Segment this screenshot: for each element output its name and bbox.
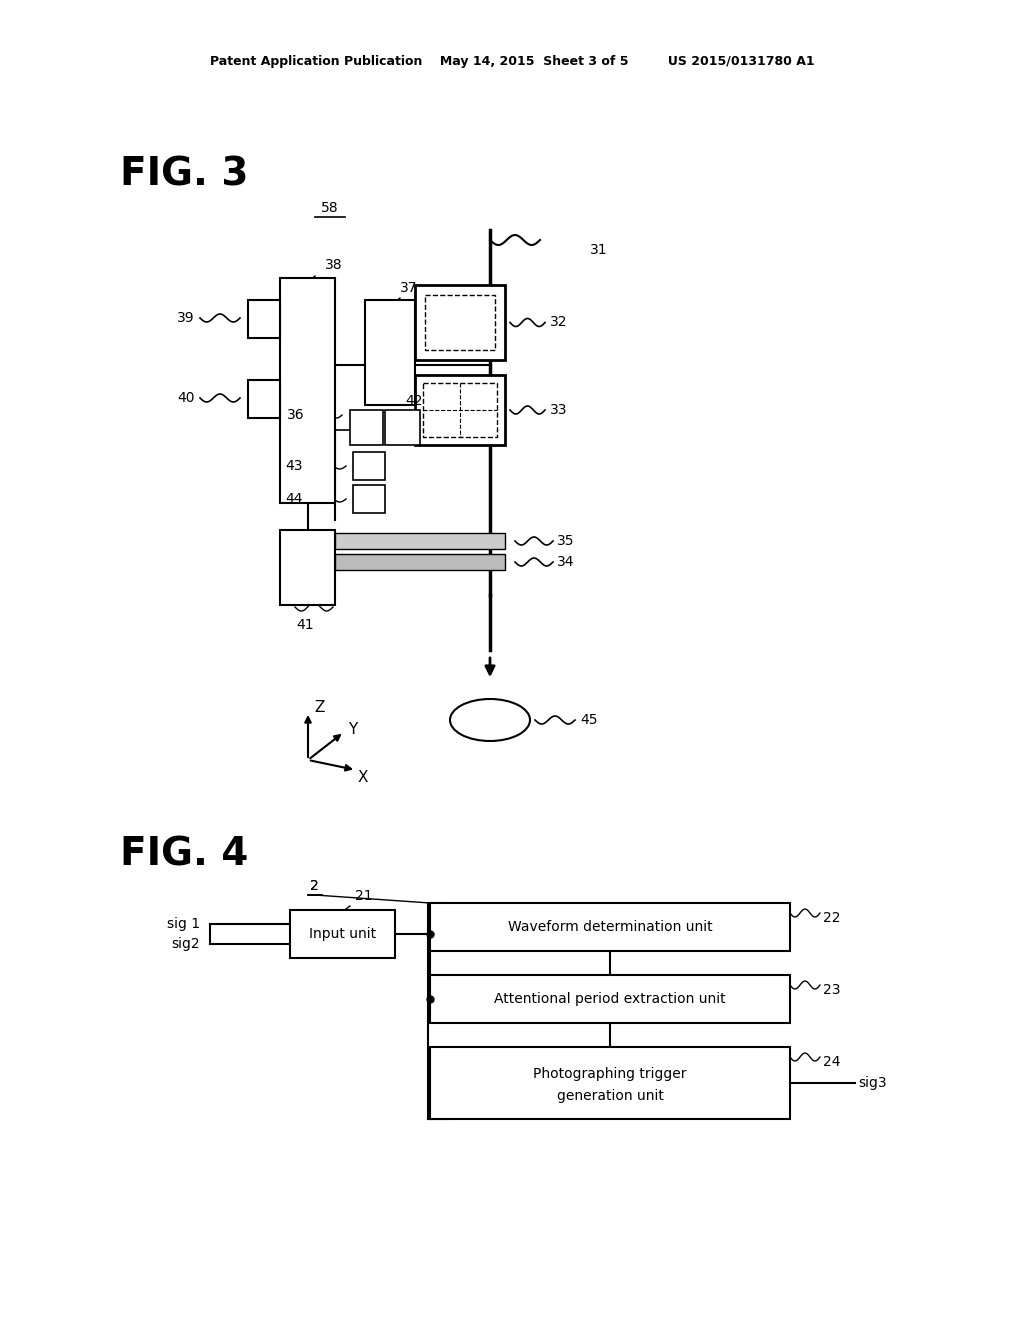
Text: 45: 45 xyxy=(580,713,597,727)
Text: Attentional period extraction unit: Attentional period extraction unit xyxy=(495,993,726,1006)
Text: 58: 58 xyxy=(322,201,339,215)
FancyBboxPatch shape xyxy=(353,484,385,513)
FancyBboxPatch shape xyxy=(353,451,385,480)
FancyBboxPatch shape xyxy=(248,300,280,338)
Ellipse shape xyxy=(450,700,530,741)
Text: 22: 22 xyxy=(823,911,841,925)
FancyBboxPatch shape xyxy=(248,380,280,418)
Text: 34: 34 xyxy=(557,554,574,569)
FancyBboxPatch shape xyxy=(425,294,495,350)
Text: Input unit: Input unit xyxy=(309,927,376,941)
Text: Photographing trigger: Photographing trigger xyxy=(534,1068,687,1081)
FancyBboxPatch shape xyxy=(280,279,335,503)
Text: 36: 36 xyxy=(288,408,305,422)
Text: Patent Application Publication    May 14, 2015  Sheet 3 of 5         US 2015/013: Patent Application Publication May 14, 2… xyxy=(210,55,814,69)
FancyBboxPatch shape xyxy=(430,903,790,950)
Text: 35: 35 xyxy=(557,535,574,548)
Text: 42: 42 xyxy=(406,393,423,408)
FancyBboxPatch shape xyxy=(430,1047,790,1119)
Text: X: X xyxy=(358,771,369,785)
FancyBboxPatch shape xyxy=(430,975,790,1023)
FancyBboxPatch shape xyxy=(415,375,505,445)
Text: 43: 43 xyxy=(286,459,303,473)
Text: 39: 39 xyxy=(177,312,195,325)
Text: 24: 24 xyxy=(823,1055,841,1069)
Text: Waveform determination unit: Waveform determination unit xyxy=(508,920,713,935)
FancyBboxPatch shape xyxy=(415,285,505,360)
Text: Y: Y xyxy=(348,722,357,738)
Text: 2: 2 xyxy=(310,879,318,894)
Text: 33: 33 xyxy=(550,403,567,417)
Text: sig2: sig2 xyxy=(171,937,200,950)
FancyBboxPatch shape xyxy=(335,554,505,570)
Text: 21: 21 xyxy=(355,888,373,903)
Text: generation unit: generation unit xyxy=(557,1089,664,1104)
Text: 37: 37 xyxy=(400,281,418,294)
Text: 41: 41 xyxy=(296,618,313,632)
Text: 40: 40 xyxy=(177,391,195,405)
Text: 32: 32 xyxy=(550,315,567,330)
Text: 31: 31 xyxy=(590,243,607,257)
Text: FIG. 3: FIG. 3 xyxy=(120,154,249,193)
FancyBboxPatch shape xyxy=(290,909,395,958)
Text: 2: 2 xyxy=(310,879,318,894)
FancyBboxPatch shape xyxy=(423,383,497,437)
FancyBboxPatch shape xyxy=(365,300,415,405)
FancyBboxPatch shape xyxy=(335,533,505,549)
FancyBboxPatch shape xyxy=(385,411,420,445)
Text: sig 1: sig 1 xyxy=(167,917,200,932)
Text: 44: 44 xyxy=(286,492,303,506)
FancyBboxPatch shape xyxy=(350,411,383,445)
Text: Z: Z xyxy=(314,700,325,714)
Text: FIG. 4: FIG. 4 xyxy=(120,836,249,873)
Text: 38: 38 xyxy=(325,257,343,272)
Text: sig3: sig3 xyxy=(858,1076,887,1090)
FancyBboxPatch shape xyxy=(280,531,335,605)
Text: 23: 23 xyxy=(823,983,841,997)
